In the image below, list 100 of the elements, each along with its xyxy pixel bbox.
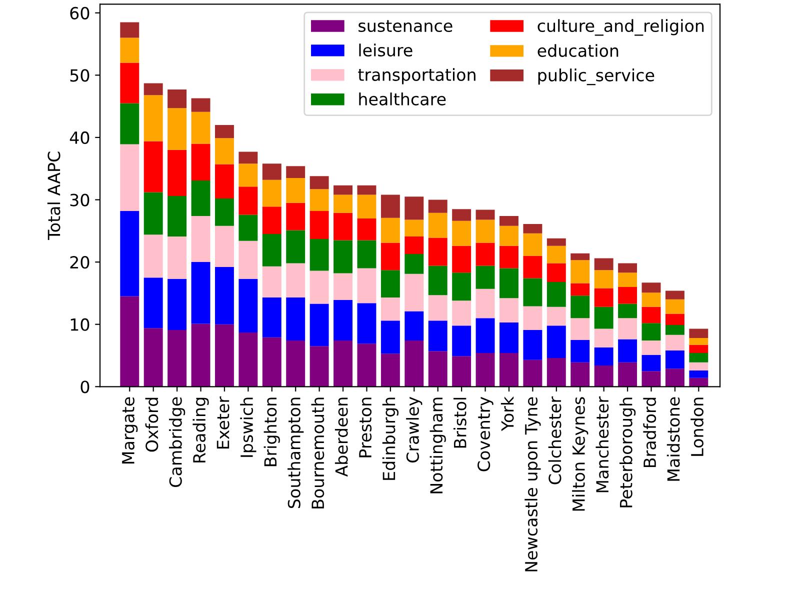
bar xyxy=(500,246,518,268)
bar xyxy=(168,89,187,108)
bar xyxy=(523,360,542,387)
bar xyxy=(334,340,353,387)
bar xyxy=(357,303,376,344)
bar xyxy=(476,318,495,353)
bar xyxy=(357,240,376,268)
bar xyxy=(500,226,518,246)
bar xyxy=(500,298,518,322)
bar xyxy=(191,180,210,216)
bar xyxy=(618,263,638,273)
bar xyxy=(689,328,708,338)
x-tick-label: Southampton xyxy=(288,398,304,508)
bar xyxy=(286,340,306,387)
bar xyxy=(120,144,140,211)
bar xyxy=(570,340,590,362)
bar xyxy=(594,306,614,329)
bar xyxy=(546,246,566,264)
bar xyxy=(523,224,542,234)
bar xyxy=(262,164,282,180)
bar xyxy=(144,141,163,192)
bar xyxy=(500,216,518,226)
bar xyxy=(144,83,163,96)
bar xyxy=(404,236,424,254)
bar xyxy=(310,270,329,304)
bar xyxy=(334,194,353,213)
bar xyxy=(168,150,187,196)
bar xyxy=(500,268,518,298)
bar xyxy=(452,272,472,301)
bar xyxy=(500,322,518,353)
bar xyxy=(168,330,187,387)
x-tick-label: York xyxy=(500,396,514,432)
bar xyxy=(357,268,376,304)
legend-label: education xyxy=(538,44,618,57)
bar xyxy=(546,263,566,282)
x-tick-label: Reading xyxy=(192,398,209,462)
bar xyxy=(476,220,495,243)
bar xyxy=(238,152,258,164)
bar xyxy=(380,354,400,387)
bar xyxy=(144,278,163,328)
bar xyxy=(689,344,708,353)
bar xyxy=(357,185,376,195)
bar xyxy=(120,103,140,144)
bar xyxy=(452,246,472,273)
y-axis-title: Total AAPC xyxy=(47,152,60,240)
bar xyxy=(120,22,140,38)
y-tick-label: 30 xyxy=(70,194,90,206)
x-tick-label: Oxford xyxy=(145,398,158,452)
bar xyxy=(428,266,448,296)
x-tick-label: Brighton xyxy=(264,398,280,466)
bar xyxy=(262,298,282,338)
bar xyxy=(286,298,306,341)
bar xyxy=(286,178,306,203)
bar xyxy=(334,300,353,341)
bar xyxy=(665,314,684,325)
bar xyxy=(570,253,590,260)
bar xyxy=(191,324,210,387)
bar xyxy=(428,351,448,387)
bar xyxy=(214,226,234,268)
bar xyxy=(452,220,472,246)
bar xyxy=(262,266,282,298)
bar xyxy=(642,323,661,341)
bar xyxy=(404,311,424,341)
bar xyxy=(428,320,448,352)
bar xyxy=(214,164,234,199)
bar xyxy=(120,296,140,387)
bar xyxy=(310,304,329,346)
bar xyxy=(144,328,163,387)
bar xyxy=(689,362,708,370)
bar xyxy=(642,292,661,307)
bar xyxy=(357,344,376,387)
x-tick-label: Crawley xyxy=(406,396,422,463)
bar xyxy=(476,288,495,318)
bar xyxy=(286,166,306,178)
bar xyxy=(618,339,638,362)
legend-label: transportation xyxy=(358,68,476,84)
bar xyxy=(618,286,638,304)
bar xyxy=(523,256,542,278)
x-tick-label: Peterborough xyxy=(619,398,636,508)
bar xyxy=(334,212,353,240)
y-tick-label: 0 xyxy=(80,380,90,394)
bar xyxy=(214,324,234,387)
bar xyxy=(214,198,234,226)
bar xyxy=(214,267,234,324)
bar xyxy=(286,202,306,230)
bar xyxy=(618,318,638,340)
bar xyxy=(310,239,329,271)
x-tick-label: Maidstone xyxy=(666,397,680,481)
x-tick-label: Manchester xyxy=(596,396,609,492)
bar xyxy=(665,368,684,387)
x-tick-label: Bristol xyxy=(454,398,466,448)
bar xyxy=(357,218,376,240)
x-tick-label: Exeter xyxy=(216,396,230,448)
bar xyxy=(238,164,258,187)
bar xyxy=(642,340,661,355)
bar xyxy=(238,278,258,332)
bar xyxy=(144,192,163,235)
bar xyxy=(120,210,140,296)
bar xyxy=(191,216,210,262)
legend-label: public_service xyxy=(538,68,654,86)
